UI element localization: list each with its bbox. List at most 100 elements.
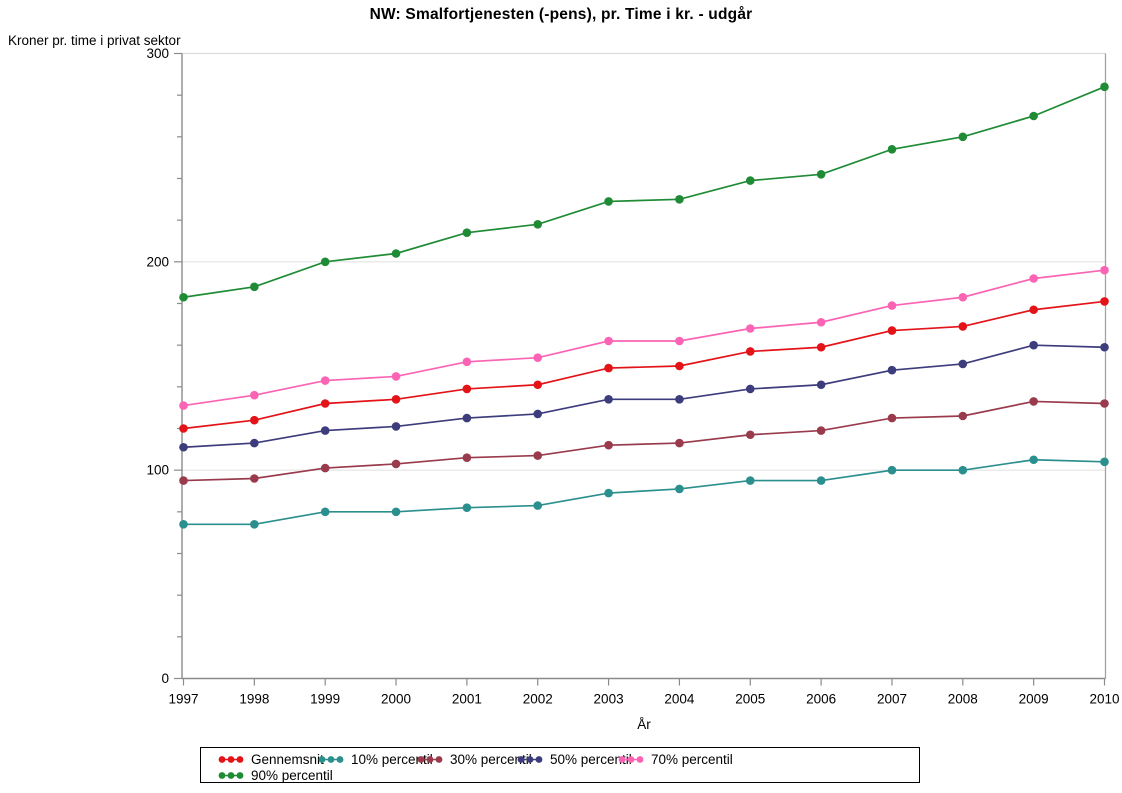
data-point-70-percentil-1999 — [320, 376, 330, 385]
y-tick-label: 100 — [146, 463, 169, 478]
data-point-gennemsnit-2009 — [1029, 305, 1038, 315]
data-point-30-percentil-1998 — [250, 474, 259, 483]
data-point-gennemsnit-2006 — [816, 342, 826, 352]
data-point-10-percentil-2009 — [1029, 455, 1038, 465]
data-point-gennemsnit-2008 — [958, 322, 968, 331]
legend-label: 90% percentil — [251, 768, 333, 783]
data-point-70-percentil-1997 — [179, 401, 188, 410]
data-point-gennemsnit-1999 — [320, 399, 330, 408]
data-point-10-percentil-2005 — [745, 476, 755, 485]
data-point-90-percentil-1999 — [320, 257, 330, 267]
data-point-70-percentil-2001 — [462, 357, 472, 367]
x-tick-label: 2010 — [1089, 692, 1119, 707]
data-point-70-percentil-2007 — [887, 301, 897, 310]
data-point-30-percentil-1999 — [320, 463, 330, 473]
data-point-10-percentil-1998 — [250, 520, 259, 529]
data-point-10-percentil-2010 — [1100, 457, 1109, 467]
data-point-gennemsnit-2000 — [391, 395, 401, 404]
data-point-50-percentil-1999 — [320, 426, 330, 435]
data-point-90-percentil-1998 — [250, 282, 259, 292]
data-point-10-percentil-2000 — [391, 507, 401, 517]
x-axis-label: År — [637, 717, 651, 732]
x-tick-label: 2007 — [877, 692, 907, 707]
data-point-10-percentil-2007 — [887, 465, 897, 475]
data-point-90-percentil-1997 — [179, 292, 188, 302]
data-point-50-percentil-2000 — [391, 422, 401, 431]
x-tick-label: 2005 — [735, 692, 765, 707]
data-point-70-percentil-2009 — [1029, 274, 1038, 283]
data-point-30-percentil-2008 — [958, 411, 968, 421]
data-point-gennemsnit-2007 — [887, 326, 897, 335]
series-line-10-percentil — [183, 458, 1105, 526]
legend-item-30-percentil: 30% percentil — [417, 752, 532, 767]
legend-item-10-percentil: 10% percentil — [318, 752, 433, 767]
data-point-70-percentil-2010 — [1100, 265, 1109, 275]
data-point-50-percentil-2002 — [533, 409, 543, 419]
x-tick-label: 2004 — [664, 692, 695, 707]
data-point-gennemsnit-2002 — [533, 380, 543, 390]
legend: Gennemsnit 10% percentil 30% percentil 5… — [200, 747, 920, 783]
x-tick-label: 1997 — [168, 692, 198, 707]
legend-marker-50-percentil — [517, 756, 543, 763]
data-point-70-percentil-2005 — [745, 324, 755, 333]
data-point-70-percentil-2000 — [391, 372, 401, 381]
data-point-gennemsnit-2010 — [1100, 297, 1109, 306]
data-point-30-percentil-2007 — [887, 413, 897, 423]
data-point-gennemsnit-1998 — [250, 415, 259, 425]
legend-label: 10% percentil — [351, 752, 433, 767]
data-point-50-percentil-2001 — [462, 413, 472, 423]
data-point-10-percentil-2001 — [462, 503, 472, 512]
data-point-50-percentil-1997 — [179, 442, 188, 452]
data-point-50-percentil-2010 — [1100, 342, 1109, 352]
data-point-30-percentil-2004 — [675, 438, 684, 448]
x-tick-label: 2000 — [381, 692, 411, 707]
data-point-70-percentil-1998 — [250, 390, 259, 400]
y-tick-label: 0 — [161, 671, 169, 686]
data-point-70-percentil-2004 — [675, 336, 684, 346]
data-point-gennemsnit-2001 — [462, 384, 472, 394]
series-line-90-percentil — [183, 86, 1105, 299]
series-line-50-percentil — [183, 344, 1105, 449]
series-line-gennemsnit — [183, 300, 1105, 430]
data-point-50-percentil-2007 — [887, 365, 897, 375]
data-point-90-percentil-2000 — [391, 249, 401, 258]
data-point-30-percentil-2003 — [604, 440, 613, 450]
legend-label: 30% percentil — [450, 752, 532, 767]
data-point-30-percentil-2010 — [1100, 399, 1109, 408]
series-line-70-percentil — [183, 269, 1105, 407]
data-point-90-percentil-2004 — [675, 195, 684, 204]
y-axis-label: Kroner pr. time i privat sektor — [8, 33, 181, 48]
data-point-90-percentil-2008 — [958, 132, 968, 142]
legend-label: 70% percentil — [651, 752, 733, 767]
data-point-90-percentil-2001 — [462, 228, 472, 237]
data-point-30-percentil-2000 — [391, 459, 401, 469]
x-tick-label: 2001 — [452, 692, 482, 707]
data-point-90-percentil-2002 — [533, 220, 543, 229]
data-point-90-percentil-2010 — [1100, 82, 1109, 92]
data-point-50-percentil-2003 — [604, 395, 613, 404]
legend-marker-30-percentil — [417, 756, 443, 763]
data-point-90-percentil-2007 — [887, 145, 897, 154]
legend-item-70-percentil: 70% percentil — [618, 752, 733, 767]
data-point-10-percentil-1997 — [179, 520, 188, 529]
data-point-50-percentil-2008 — [958, 359, 968, 369]
data-point-90-percentil-2003 — [604, 197, 613, 206]
data-point-30-percentil-2001 — [462, 453, 472, 462]
legend-marker-gennemsnit — [218, 756, 244, 763]
data-point-10-percentil-2004 — [675, 484, 684, 494]
data-point-50-percentil-2006 — [816, 380, 826, 390]
data-point-10-percentil-2008 — [958, 465, 968, 475]
legend-label: 50% percentil — [550, 752, 632, 767]
data-point-30-percentil-2009 — [1029, 397, 1038, 406]
data-point-30-percentil-2005 — [745, 430, 755, 440]
data-point-10-percentil-2002 — [533, 501, 543, 510]
x-tick-label: 1998 — [239, 692, 269, 707]
data-point-10-percentil-2003 — [604, 488, 613, 498]
data-point-10-percentil-2006 — [816, 476, 826, 485]
data-point-gennemsnit-2003 — [604, 363, 613, 373]
legend-item-50-percentil: 50% percentil — [517, 752, 632, 767]
y-tick-label: 200 — [146, 254, 169, 269]
data-point-10-percentil-1999 — [320, 507, 330, 517]
data-point-50-percentil-2005 — [745, 384, 755, 394]
